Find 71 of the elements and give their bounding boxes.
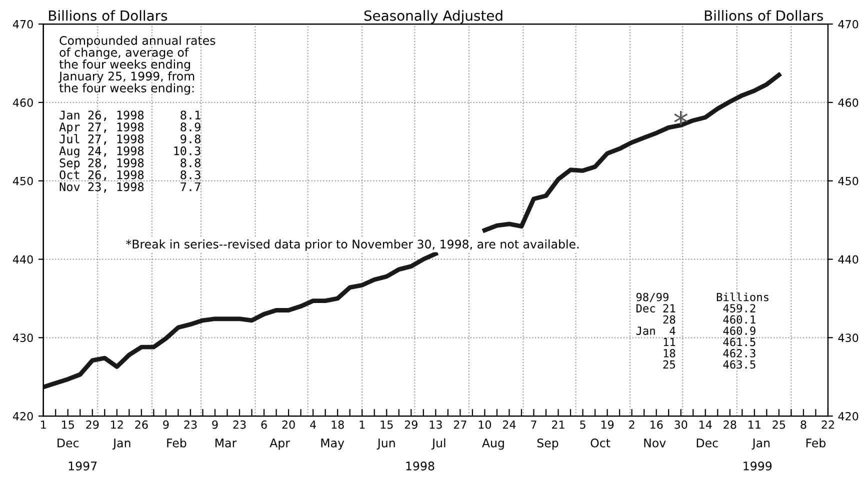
y-tick-label: 440 [12,255,33,264]
x-tick-label: 20 [282,420,295,429]
x-tick-label: 18 [332,420,344,429]
x2-tick-label: Dec [58,438,79,448]
y-tick-label: 420 [12,412,33,420]
x-tick-label: 15 [380,420,393,429]
y2-tick-label: 440 [838,255,858,264]
x-tick-label: 14 [700,420,712,429]
x-tick-label: 11 [748,420,760,429]
y2-tick-label: 450 [838,176,858,186]
y-tick-label: 470 [12,20,33,28]
x-tick-label: 16 [650,420,663,429]
x-tick-label: 25 [772,420,786,429]
x-tick-label: 2 [629,420,634,429]
x-tick-label: 29 [404,420,418,429]
y2-tick-label: 420 [838,412,858,420]
annotation: Jan 26, 1998 8.1 Apr 27, 1998 8.9 Jul 27, 1998 9.8 Aug 24, 1998 10.3 Sep 28, 1998 8.8 Oct 26, 1998 8.3 Nov 23, 1998 7.7 [59,110,200,193]
x2-tick-label: Sep [537,438,558,450]
x2-tick-label: Aug [482,438,504,450]
x-tick-label: 29 [86,420,99,429]
x-tick-label: 22 [822,420,834,429]
x2-tick-label: Jun [376,438,395,450]
x-tick-label: 5 [580,420,586,429]
x-tick-label: 30 [674,420,688,429]
x2-tick-label: Mar [216,438,237,448]
x2-tick-label: Jan [112,438,130,450]
x-tick-label: 8 [800,420,806,429]
annotation: 98/99 Billions Dec 21 459.2 28 460.1 Jan 4 460.9 11 461.5 18 462.3 25 463.5 [636,292,768,369]
x2-tick-label: Jul [431,438,446,450]
x2-tick-label: Oct [590,438,610,448]
text: 1997 [68,462,97,470]
x2-tick-label: May [321,438,344,450]
text: 1998 [406,462,434,470]
x-tick-label: 24 [502,420,516,429]
x-tick-label: 7 [531,420,536,429]
x-tick-label: 15 [62,420,74,429]
x-tick-label: 28 [724,420,736,429]
x-tick-label: 12 [111,420,123,429]
x-tick-label: 13 [430,420,442,429]
x-tick-label: 1 [41,420,46,429]
x-tick-label: 9 [163,420,169,429]
x2-tick-label: Nov [644,438,666,448]
x-tick-label: 23 [184,420,197,429]
x-tick-label: 27 [454,420,466,429]
x-tick-label: 23 [233,420,246,429]
x-tick-label: 21 [552,420,564,429]
x-tick-label: 1 [360,420,365,429]
annotation: Compounded annual rates of change, average of the four weeks ending January 25, 1999, from the four weeks ending: [58,36,216,95]
chart-subtitle: Seasonally Adjusted [364,10,502,24]
x2-tick-label: Feb [167,438,186,448]
text: 1999 [744,462,772,470]
x-tick-label: 9 [212,420,218,429]
x-tick-label: 26 [135,420,148,429]
y-axis-title: Billions of Dollars [49,10,168,21]
y2-axis-title: Billions of Dollars [704,10,823,21]
y2-tick-label: 470 [838,20,858,28]
y-tick-label: 430 [12,334,33,342]
annotation: * [674,110,688,125]
y2-tick-label: 460 [838,98,858,107]
x-tick-label: 10 [478,420,492,429]
x-tick-label: 4 [310,420,316,429]
x-tick-label: 6 [261,420,267,429]
x-tick-label: 19 [601,420,614,429]
y-tick-label: 450 [12,176,33,186]
y2-tick-label: 430 [838,334,858,342]
annotation: *Break in series--revised data prior to November 30, 1998, are not available. [126,239,579,251]
y-tick-label: 460 [12,98,33,107]
x2-tick-label: Feb [806,438,826,448]
x2-tick-label: Dec [696,438,718,448]
x2-tick-label: Jan [752,438,770,450]
x2-tick-label: Apr [270,438,290,450]
